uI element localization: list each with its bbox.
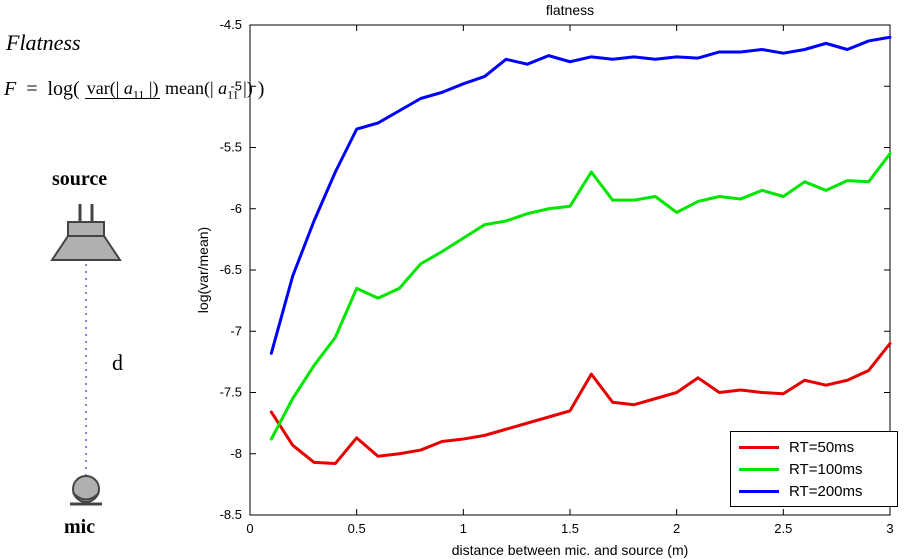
svg-text:0.5: 0.5 [348, 521, 366, 536]
svg-text:-6.5: -6.5 [220, 262, 242, 277]
source-mic-diagram [40, 200, 150, 520]
legend-item: RT=200ms [739, 480, 889, 502]
svg-text:log(var/mean): log(var/mean) [195, 227, 211, 313]
svg-text:-7: -7 [230, 323, 242, 338]
svg-text:2.5: 2.5 [774, 521, 792, 536]
svg-text:0: 0 [246, 521, 253, 536]
source-label: source [52, 168, 107, 191]
svg-text:-7.5: -7.5 [220, 385, 242, 400]
legend-item: RT=100ms [739, 458, 889, 480]
flatness-heading: Flatness [6, 30, 81, 56]
legend-label: RT=100ms [789, 461, 863, 478]
chart-legend: RT=50ms RT=100ms RT=200ms [730, 431, 898, 507]
svg-text:3: 3 [886, 521, 893, 536]
svg-text:-5: -5 [230, 78, 242, 93]
left-panel: Flatness F = log( var(| a11 |) mean(| a1… [0, 0, 190, 559]
legend-swatch [739, 446, 779, 449]
legend-swatch [739, 490, 779, 493]
svg-text:distance between mic. and sour: distance between mic. and source (m) [452, 542, 689, 558]
svg-text:-4.5: -4.5 [220, 17, 242, 32]
svg-text:-8: -8 [230, 446, 242, 461]
svg-text:-5.5: -5.5 [220, 140, 242, 155]
svg-text:1: 1 [460, 521, 467, 536]
svg-text:-8.5: -8.5 [220, 507, 242, 522]
svg-text:1.5: 1.5 [561, 521, 579, 536]
legend-label: RT=50ms [789, 439, 854, 456]
legend-item: RT=50ms [739, 436, 889, 458]
legend-label: RT=200ms [789, 483, 863, 500]
svg-text:-6: -6 [230, 201, 242, 216]
legend-swatch [739, 468, 779, 471]
svg-text:2: 2 [673, 521, 680, 536]
svg-text:flatness: flatness [546, 2, 594, 18]
